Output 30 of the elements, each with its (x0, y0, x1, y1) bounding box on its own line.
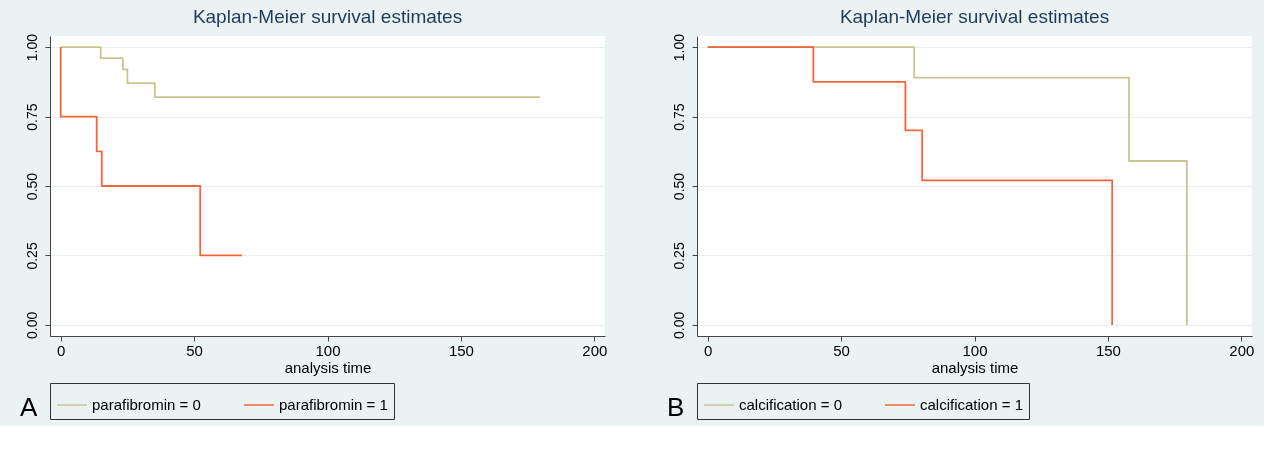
x-tick-label: 100 (962, 341, 988, 359)
x-tick-label: 150 (1095, 341, 1121, 359)
legend-label: calcification = 1 (920, 396, 1023, 413)
chart-title: Kaplan-Meier survival estimates (839, 6, 1110, 28)
y-tick-label: 0.25 (670, 242, 687, 270)
x-tick-label: 50 (833, 341, 850, 359)
y-tick-label: 0.25 (23, 242, 40, 270)
text: A (20, 392, 38, 422)
x-tick-label: 0 (704, 341, 713, 359)
x-axis-title: analysis time (284, 358, 372, 376)
chart-title: Kaplan-Meier survival estimates (192, 6, 463, 28)
y-tick-label: 1.00 (23, 33, 40, 62)
legend-label: parafibromin = 0 (92, 396, 201, 413)
y-tick-label: 0.00 (23, 311, 40, 340)
text: B (667, 392, 685, 422)
x-tick-label: 200 (582, 341, 608, 359)
y-tick-label: 0.75 (23, 103, 40, 131)
x-tick-label: 100 (315, 341, 341, 359)
x-tick-label: 50 (186, 341, 203, 359)
x-tick-label: 150 (448, 341, 474, 359)
x-tick-label: 200 (1229, 341, 1255, 359)
y-tick-label: 0.00 (670, 311, 687, 340)
x-tick-label: 0 (57, 341, 66, 359)
legend-label: parafibromin = 1 (279, 396, 388, 413)
y-tick-label: 0.50 (23, 172, 40, 201)
y-tick-label: 0.50 (670, 172, 687, 201)
y-tick-label: 1.00 (670, 33, 687, 62)
legend-label: calcification = 0 (739, 396, 842, 413)
y-tick-label: 0.75 (670, 103, 687, 131)
x-axis-title: analysis time (931, 358, 1019, 376)
